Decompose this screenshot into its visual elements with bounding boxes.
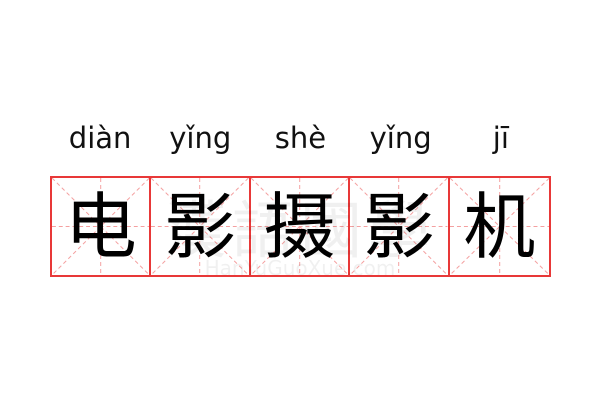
character-cell: 影 (151, 178, 251, 275)
pinyin-3: shè (274, 121, 327, 155)
character-cell: 机 (449, 178, 550, 275)
character: 影 (362, 184, 435, 269)
pinyin-1: diàn (68, 121, 132, 155)
guide-lines (350, 178, 448, 275)
character-cell: 影 (350, 178, 450, 275)
guide-lines (250, 178, 349, 275)
character-cell: 电 (52, 178, 152, 275)
guide-lines (151, 178, 249, 275)
character: 摄 (263, 184, 336, 269)
character: 机 (463, 184, 536, 269)
guide-lines (449, 178, 550, 275)
pinyin-4: yǐng (369, 121, 432, 155)
pinyin-5: jī (492, 121, 509, 155)
character-cell: 摄 (250, 178, 351, 275)
guide-lines (52, 178, 150, 275)
pinyin-2: yǐng (169, 121, 232, 155)
character-grid: 电 影 摄 影 机 (50, 176, 551, 277)
character: 影 (164, 184, 237, 269)
pinyin-row: diàn yǐng shè yǐng jī (50, 118, 551, 158)
character: 电 (64, 184, 137, 269)
